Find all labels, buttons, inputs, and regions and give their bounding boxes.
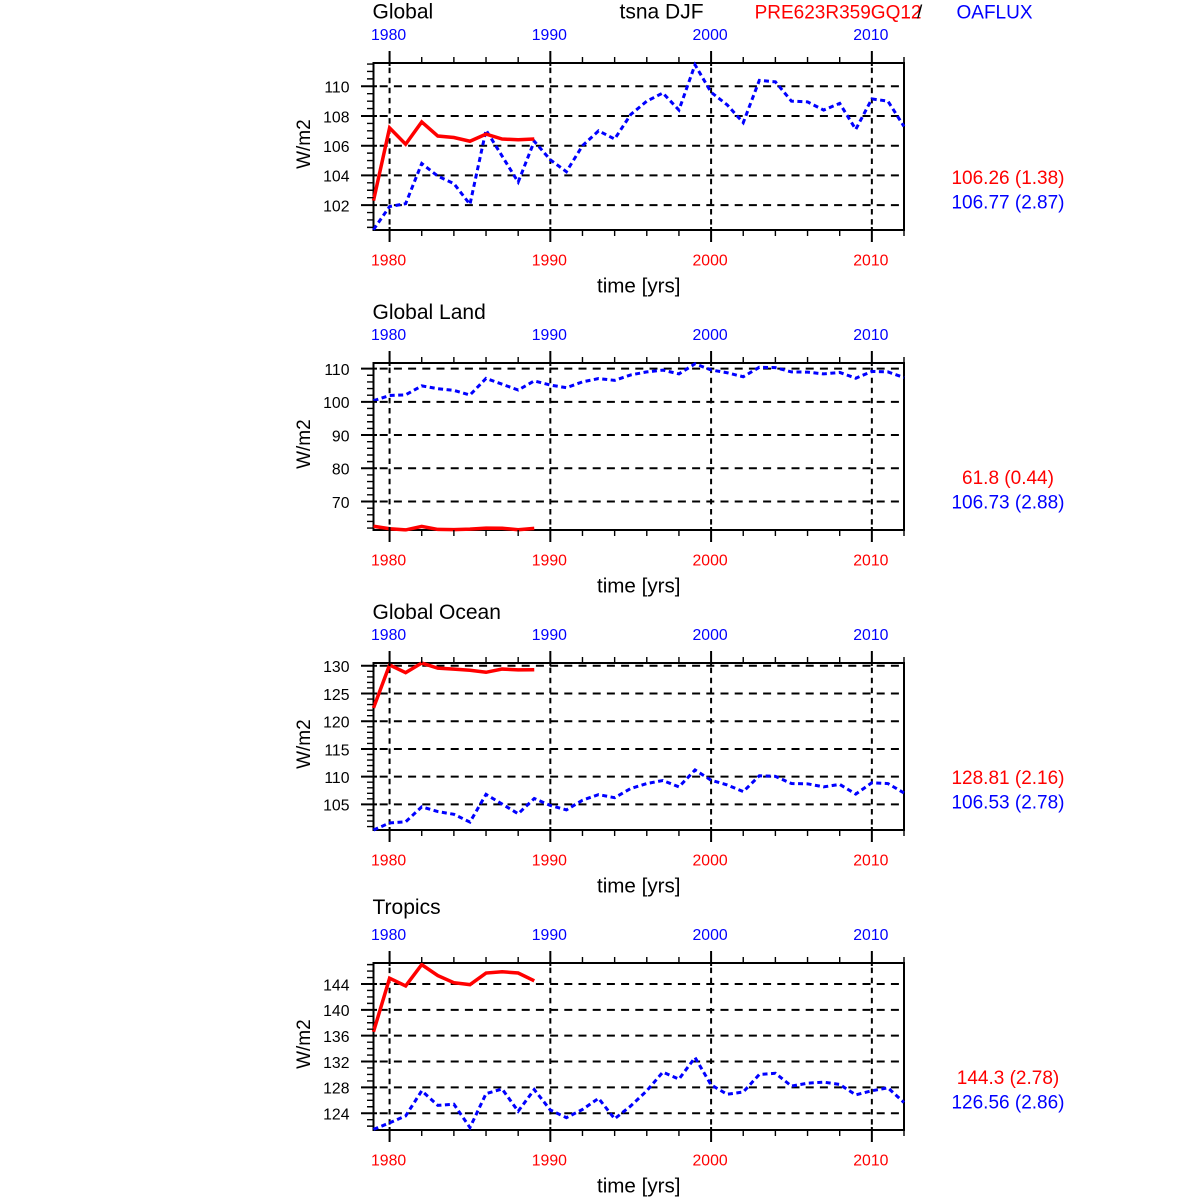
- svg-text:1980: 1980: [371, 853, 406, 870]
- svg-text:2010: 2010: [853, 327, 888, 344]
- svg-text:126.56 (2.86): 126.56 (2.86): [951, 1093, 1064, 1114]
- svg-text:2000: 2000: [693, 327, 728, 344]
- svg-text:140: 140: [323, 1003, 350, 1020]
- svg-text:132: 132: [323, 1055, 349, 1072]
- svg-text:106.77 (2.87): 106.77 (2.87): [951, 193, 1064, 214]
- svg-text:1980: 1980: [371, 553, 406, 570]
- svg-text:125: 125: [323, 687, 350, 704]
- svg-text:2000: 2000: [693, 253, 728, 270]
- svg-text:time [yrs]: time [yrs]: [597, 575, 681, 598]
- svg-text:128.81 (2.16): 128.81 (2.16): [951, 768, 1064, 789]
- svg-text:1980: 1980: [371, 1153, 406, 1170]
- svg-text:2010: 2010: [853, 627, 888, 644]
- svg-text:1990: 1990: [532, 627, 567, 644]
- svg-text:1990: 1990: [532, 27, 567, 44]
- svg-text:W/m2: W/m2: [294, 1019, 315, 1069]
- svg-text:110: 110: [324, 770, 349, 787]
- svg-text:1990: 1990: [532, 1153, 567, 1170]
- svg-text:144: 144: [323, 977, 350, 994]
- svg-text:Global Ocean: Global Ocean: [373, 601, 501, 624]
- svg-text:2010: 2010: [853, 27, 888, 44]
- svg-text:108: 108: [323, 109, 350, 126]
- svg-text:2000: 2000: [693, 1153, 728, 1170]
- svg-text:130: 130: [323, 659, 350, 676]
- svg-text:2000: 2000: [693, 853, 728, 870]
- svg-text:1980: 1980: [371, 627, 406, 644]
- svg-text:106.26 (1.38): 106.26 (1.38): [951, 168, 1064, 189]
- svg-text:1980: 1980: [371, 927, 406, 944]
- svg-text:90: 90: [332, 428, 350, 445]
- svg-text:106: 106: [323, 139, 350, 156]
- svg-text:70: 70: [332, 495, 350, 512]
- svg-text:time [yrs]: time [yrs]: [597, 275, 681, 298]
- svg-text:115: 115: [324, 742, 349, 759]
- svg-text:80: 80: [332, 462, 350, 479]
- svg-text:100: 100: [323, 395, 350, 412]
- svg-text:2000: 2000: [693, 927, 728, 944]
- svg-text:106.53 (2.78): 106.53 (2.78): [951, 793, 1064, 814]
- svg-text:2010: 2010: [853, 853, 888, 870]
- svg-text:1980: 1980: [371, 253, 406, 270]
- svg-text:61.8 (0.44): 61.8 (0.44): [962, 468, 1054, 489]
- svg-text:102: 102: [323, 198, 349, 215]
- svg-text:110: 110: [324, 80, 349, 97]
- svg-text:2000: 2000: [693, 553, 728, 570]
- svg-text:2010: 2010: [853, 927, 888, 944]
- svg-text:1990: 1990: [532, 253, 567, 270]
- svg-text:W/m2: W/m2: [294, 719, 315, 769]
- svg-text:1990: 1990: [532, 853, 567, 870]
- svg-text:1980: 1980: [371, 327, 406, 344]
- svg-text:Global Land: Global Land: [373, 301, 486, 324]
- svg-text:136: 136: [323, 1029, 350, 1046]
- svg-text:144.3 (2.78): 144.3 (2.78): [957, 1068, 1059, 1089]
- svg-text:106.73 (2.88): 106.73 (2.88): [951, 493, 1064, 514]
- svg-text:2000: 2000: [693, 27, 728, 44]
- svg-text:/: /: [917, 3, 923, 24]
- svg-text:1990: 1990: [532, 327, 567, 344]
- svg-text:Tropics: Tropics: [373, 896, 441, 919]
- svg-text:124: 124: [323, 1107, 350, 1124]
- svg-text:2010: 2010: [853, 553, 888, 570]
- svg-text:time [yrs]: time [yrs]: [597, 1175, 681, 1198]
- svg-text:OAFLUX: OAFLUX: [957, 3, 1033, 24]
- svg-text:time [yrs]: time [yrs]: [597, 875, 681, 898]
- svg-text:1980: 1980: [371, 27, 406, 44]
- svg-text:1990: 1990: [532, 927, 567, 944]
- svg-text:2010: 2010: [853, 253, 888, 270]
- svg-text:2010: 2010: [853, 1153, 888, 1170]
- svg-text:1990: 1990: [532, 553, 567, 570]
- svg-text:110: 110: [324, 362, 349, 379]
- svg-text:120: 120: [323, 715, 350, 732]
- svg-text:Global: Global: [373, 1, 434, 24]
- svg-text:105: 105: [323, 798, 350, 815]
- svg-text:PRE623R359GQ12: PRE623R359GQ12: [755, 3, 922, 24]
- svg-text:128: 128: [323, 1081, 350, 1098]
- svg-text:W/m2: W/m2: [294, 119, 315, 169]
- svg-text:W/m2: W/m2: [294, 419, 315, 469]
- svg-text:104: 104: [323, 169, 350, 186]
- svg-text:tsna DJF: tsna DJF: [620, 1, 704, 24]
- svg-text:2000: 2000: [693, 627, 728, 644]
